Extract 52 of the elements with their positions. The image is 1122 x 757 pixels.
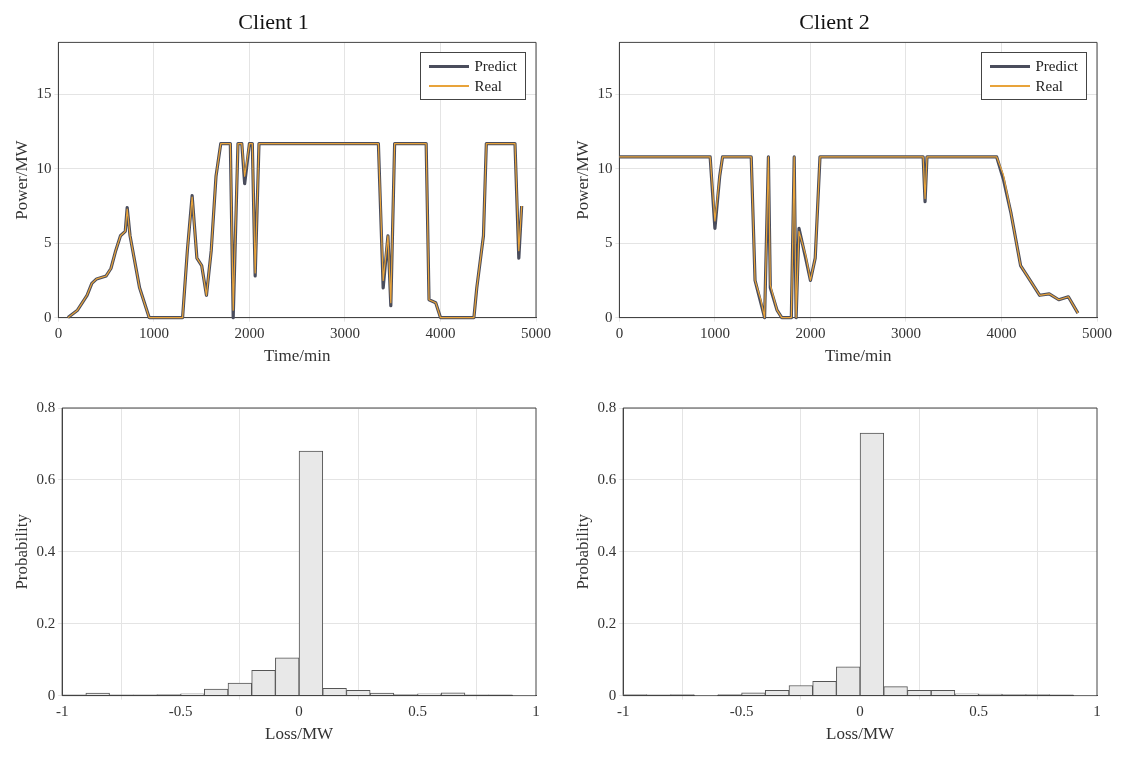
y-tick-label: 0.4 bbox=[36, 542, 56, 559]
legend-label: Real bbox=[1035, 77, 1063, 97]
x-axis-title: Loss/MW bbox=[265, 724, 335, 744]
x-tick-label: 1000 bbox=[138, 324, 169, 341]
x-tick-label: 1 bbox=[1093, 702, 1101, 719]
x-tick-label: 4000 bbox=[425, 324, 456, 341]
y-tick-label: 5 bbox=[43, 234, 52, 251]
y-tick-label: 0 bbox=[608, 686, 617, 703]
y-tick-label: 0 bbox=[604, 308, 613, 325]
y-axis-title: Probability bbox=[572, 513, 592, 590]
legend-label: Predict bbox=[474, 57, 517, 77]
y-axis-title: Probability bbox=[11, 513, 31, 590]
y-axis-title: Power/MW bbox=[572, 139, 592, 220]
chart-title: Client 1 bbox=[238, 8, 309, 34]
y-tick-label: 10 bbox=[597, 159, 613, 176]
x-tick-label: 2000 bbox=[234, 324, 265, 341]
x-tick-label: 5000 bbox=[521, 324, 551, 341]
y-tick-label: 5 bbox=[604, 234, 613, 251]
y-tick-label: 15 bbox=[597, 85, 613, 102]
y-tick-label: 0.2 bbox=[36, 614, 56, 631]
x-tick-label: -0.5 bbox=[168, 702, 193, 719]
x-axis-title: Time/min bbox=[263, 346, 331, 366]
x-tick-label: -1 bbox=[55, 702, 69, 719]
chart-title: Client 2 bbox=[799, 8, 870, 34]
x-tick-label: 0.5 bbox=[969, 702, 988, 719]
y-axis-title: Power/MW bbox=[11, 139, 31, 220]
y-tick-label: 0.8 bbox=[597, 398, 617, 415]
x-tick-label: 1 bbox=[532, 702, 540, 719]
y-tick-label: 0 bbox=[47, 686, 56, 703]
x-tick-label: 0 bbox=[856, 702, 864, 719]
x-tick-label: 0 bbox=[295, 702, 303, 719]
x-axis-title: Loss/MW bbox=[826, 724, 896, 744]
y-tick-label: 0.4 bbox=[597, 542, 617, 559]
y-tick-label: 0.8 bbox=[36, 398, 56, 415]
x-tick-label: 5000 bbox=[1082, 324, 1112, 341]
legend-label: Predict bbox=[1035, 57, 1078, 77]
y-tick-label: 10 bbox=[36, 159, 52, 176]
x-tick-label: 2000 bbox=[795, 324, 826, 341]
y-tick-label: 0 bbox=[43, 308, 52, 325]
x-tick-label: -0.5 bbox=[729, 702, 754, 719]
x-tick-label: 3000 bbox=[890, 324, 921, 341]
x-tick-label: 3000 bbox=[329, 324, 360, 341]
legend-label: Real bbox=[474, 77, 502, 97]
y-tick-label: 15 bbox=[36, 85, 52, 102]
x-tick-label: -1 bbox=[616, 702, 630, 719]
x-tick-label: 4000 bbox=[986, 324, 1017, 341]
y-tick-label: 0.6 bbox=[597, 470, 617, 487]
x-tick-label: 1000 bbox=[699, 324, 730, 341]
x-axis-title: Time/min bbox=[824, 346, 892, 366]
y-tick-label: 0.2 bbox=[597, 614, 617, 631]
y-tick-label: 0.6 bbox=[36, 470, 56, 487]
x-tick-label: 0.5 bbox=[408, 702, 427, 719]
